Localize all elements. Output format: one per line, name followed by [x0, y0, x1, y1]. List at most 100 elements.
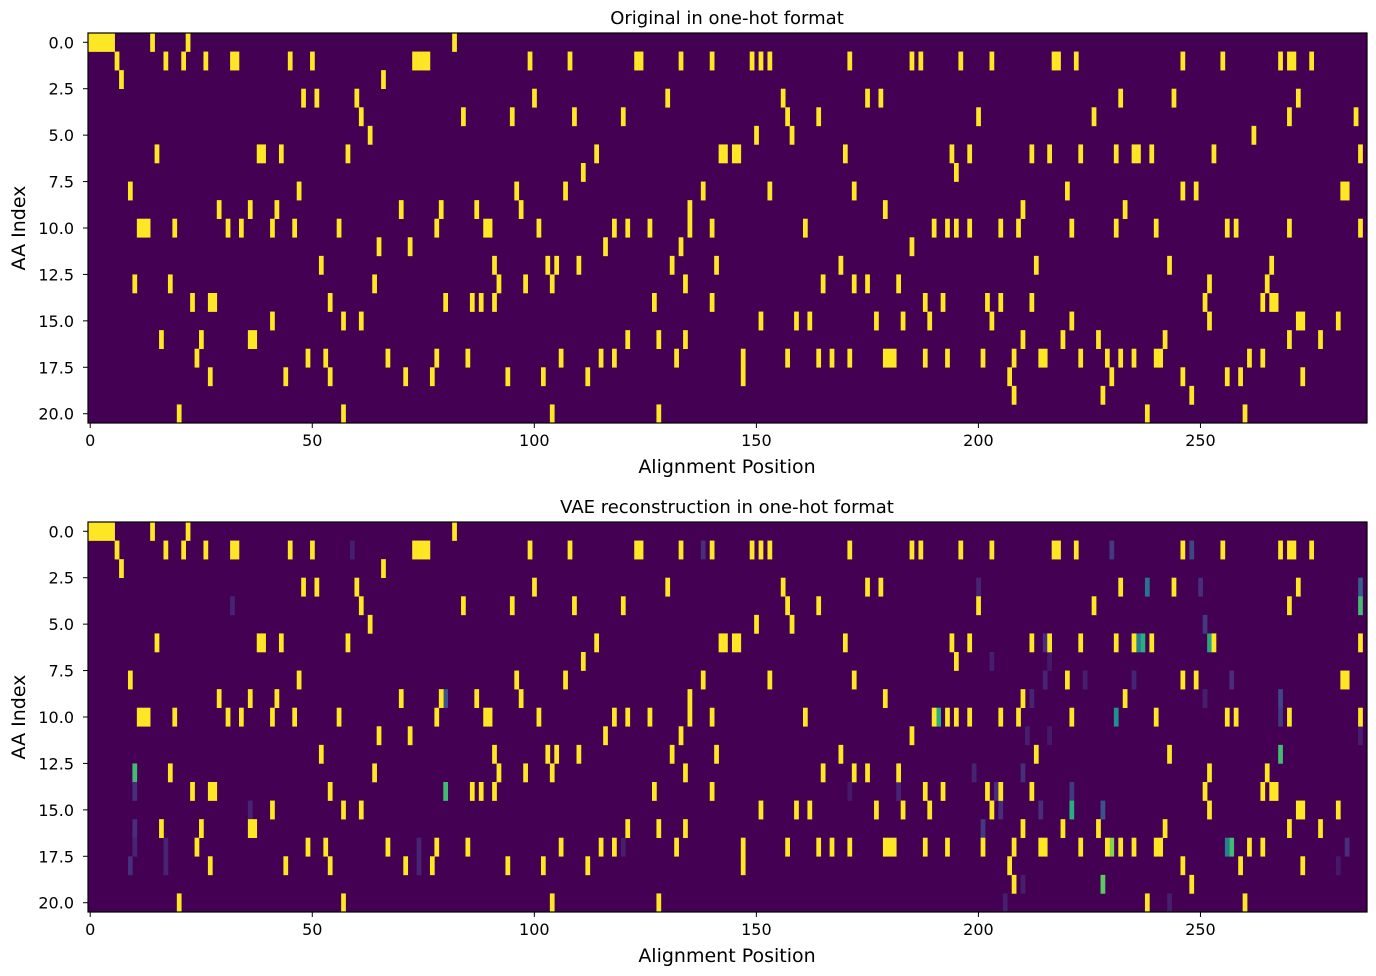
heatmap-cell-hot — [1091, 107, 1097, 127]
heatmap-cell-hot — [700, 181, 706, 201]
heatmap-cell-hot — [638, 540, 644, 560]
heatmap-cell-hot — [1264, 274, 1270, 294]
heatmap-cell-hot — [785, 596, 790, 616]
heatmap-cell-hot — [749, 51, 755, 71]
heatmap-cell-hot — [509, 596, 515, 616]
y-axis-label: AA Index — [8, 675, 30, 760]
heatmap-cell-hot — [1189, 874, 1195, 894]
heatmap-cell-hot — [931, 218, 937, 238]
heatmap-cell-hot — [318, 255, 324, 275]
heatmap-cell-hot — [278, 633, 284, 653]
heatmap-cell-hot — [874, 311, 879, 331]
heatmap-cell-hot — [465, 837, 471, 857]
heatmap-cell-partial — [132, 763, 138, 783]
heatmap-cell-hot — [545, 744, 551, 764]
heatmap-cell-hot — [181, 51, 186, 71]
y-tick-label: 17.5 — [38, 358, 74, 377]
heatmap-cell-hot — [656, 404, 662, 424]
heatmap-cell-hot — [1344, 670, 1350, 690]
heatmap-cell-hot — [1065, 670, 1070, 690]
heatmap-cell-partial — [1335, 856, 1341, 876]
heatmap-cell-hot — [731, 144, 737, 164]
heatmap-cell-hot — [989, 540, 995, 560]
heatmap-cell-hot — [1011, 874, 1017, 894]
heatmap-cell-hot — [953, 707, 959, 727]
heatmap-cell-hot — [403, 367, 409, 387]
heatmap-cell-hot — [714, 744, 719, 764]
heatmap-cell-hot — [678, 237, 684, 257]
heatmap-cell-hot — [709, 540, 715, 560]
heatmap-cell-hot — [865, 274, 870, 294]
heatmap-cell-partial — [1025, 726, 1030, 746]
heatmap-cell-hot — [256, 633, 262, 653]
heatmap-cell-hot — [425, 51, 431, 71]
heatmap-cell-partial — [1020, 874, 1026, 894]
heatmap-cell-hot — [1260, 293, 1266, 312]
heatmap-cell-hot — [669, 744, 675, 764]
heatmap-cell-hot — [354, 88, 360, 108]
heatmap-cell-hot — [1078, 837, 1084, 857]
heatmap-cell-hot — [1278, 540, 1283, 560]
heatmap-cell-hot — [558, 348, 564, 368]
heatmap-cell-hot — [261, 144, 266, 164]
heatmap-cell-hot — [1073, 51, 1079, 71]
heatmap-cell-hot — [101, 33, 107, 52]
heatmap-cell-hot — [687, 689, 693, 709]
heatmap-cell-hot — [931, 707, 937, 727]
heatmap-cell-hot — [1100, 385, 1106, 405]
heatmap-cell-hot — [580, 652, 586, 671]
heatmap-cell-hot — [207, 293, 213, 312]
heatmap-cell-hot — [487, 218, 493, 238]
heatmap-cell-hot — [678, 540, 684, 560]
heatmap-cell-hot — [185, 33, 191, 52]
heatmap-cell-hot — [874, 800, 879, 820]
heatmap-cell-hot — [416, 51, 422, 71]
heatmap-cell-hot — [301, 88, 306, 108]
heatmap-cell-hot — [749, 540, 755, 560]
heatmap-cell-hot — [678, 51, 684, 71]
heatmap-cell-hot — [1300, 800, 1306, 820]
heatmap-cell-hot — [927, 800, 933, 820]
heatmap-cell-hot — [1264, 763, 1270, 783]
heatmap-cell-hot — [167, 274, 173, 294]
heatmap-cell-partial — [1100, 800, 1106, 820]
heatmap-cell-hot — [1180, 181, 1186, 201]
heatmap-cell-hot — [496, 274, 502, 294]
heatmap-cell-hot — [305, 348, 311, 368]
heatmap-cell-hot — [1078, 633, 1084, 653]
heatmap-cell-hot — [1309, 540, 1315, 560]
heatmap-cell-hot — [536, 707, 542, 727]
heatmap-cell-hot — [1273, 782, 1279, 801]
heatmap-cell-hot — [478, 293, 484, 312]
heatmap-cell-hot — [376, 237, 382, 257]
heatmap-cell-hot — [1038, 348, 1044, 368]
heatmap-cell-hot — [909, 237, 915, 257]
heatmap-cell-hot — [1136, 144, 1141, 164]
heatmap-cell-partial — [1278, 744, 1283, 764]
heatmap-cell-hot — [740, 367, 746, 387]
heatmap-cell-hot — [603, 237, 608, 257]
heatmap-cell-partial — [847, 782, 853, 801]
heatmap-cell-hot — [740, 837, 746, 857]
heatmap-cell-hot — [851, 763, 857, 783]
heatmap-cell-partial — [620, 837, 626, 857]
heatmap-cell-hot — [132, 274, 138, 294]
heatmap-cell-hot — [709, 293, 715, 312]
heatmap-cell-hot — [270, 218, 275, 238]
heatmap-cell-partial — [1278, 689, 1283, 709]
heatmap-cell-hot — [1295, 88, 1301, 108]
heatmap-cell-hot — [194, 348, 200, 368]
heatmap-cell-hot — [1104, 837, 1110, 857]
heatmap-cell-hot — [1295, 311, 1301, 331]
heatmap-cell-hot — [514, 181, 520, 201]
heatmap-cell-hot — [816, 596, 822, 616]
heatmap-cell-hot — [634, 51, 639, 71]
heatmap-cell-hot — [1295, 577, 1301, 597]
heatmap-cell-hot — [967, 633, 973, 653]
heatmap-cell-hot — [1131, 348, 1137, 368]
heatmap-cell-hot — [1247, 348, 1252, 368]
y-tick-label: 15.0 — [38, 801, 74, 820]
heatmap-cell-hot — [1358, 144, 1363, 164]
heatmap-cell-hot — [207, 367, 213, 387]
heatmap-cell-hot — [465, 348, 471, 368]
